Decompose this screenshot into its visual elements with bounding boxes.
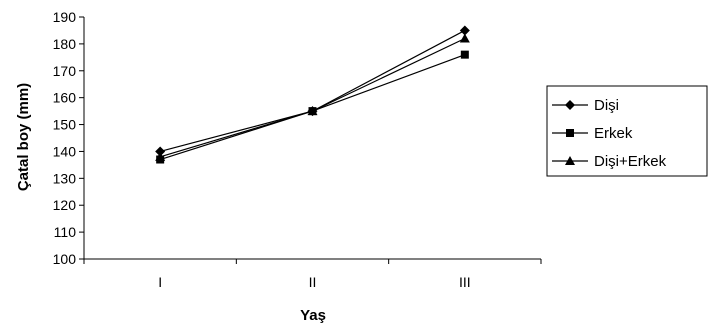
x-tick-label: II xyxy=(309,274,317,290)
y-tick-label: 180 xyxy=(53,36,77,52)
data-point-diamond xyxy=(459,25,470,36)
data-point-square xyxy=(460,50,469,59)
data-point-triangle xyxy=(307,106,318,116)
data-point-triangle xyxy=(459,33,470,43)
legend-label: Dişi+Erkek xyxy=(594,153,667,170)
y-tick-label: 130 xyxy=(53,170,77,186)
legend-label: Dişi xyxy=(594,97,619,114)
y-axis-title: Çatal boy (mm) xyxy=(15,83,32,191)
y-tick-label: 190 xyxy=(53,9,77,25)
series-lines xyxy=(159,29,466,161)
axes xyxy=(83,17,541,260)
series-markers xyxy=(155,25,470,164)
x-axis-title: Yaş xyxy=(300,307,326,324)
legend-marker-triangle xyxy=(565,156,575,165)
data-point-triangle xyxy=(155,151,166,161)
y-tick-label: 150 xyxy=(53,117,77,133)
legend-label: Erkek xyxy=(594,125,633,142)
x-ticks: I II III xyxy=(83,259,542,290)
y-tick-label: 100 xyxy=(53,251,77,267)
y-tick-label: 140 xyxy=(53,143,77,159)
legend: Dişi Erkek Dişi+Erkek xyxy=(546,85,708,177)
y-tick-label: 120 xyxy=(53,197,77,213)
legend-marker-diamond xyxy=(565,100,575,110)
x-tick-label: I xyxy=(158,274,162,290)
y-tick-label: 160 xyxy=(53,90,77,106)
y-ticks: 100 110 120 130 140 150 160 170 180 190 xyxy=(53,9,84,267)
x-tick-label: III xyxy=(459,274,471,290)
data-point-diamond xyxy=(155,146,166,157)
legend-marker-square xyxy=(566,129,574,137)
y-tick-label: 170 xyxy=(53,63,77,79)
y-tick-label: 110 xyxy=(54,224,77,240)
series-line-diamond xyxy=(160,29,466,153)
